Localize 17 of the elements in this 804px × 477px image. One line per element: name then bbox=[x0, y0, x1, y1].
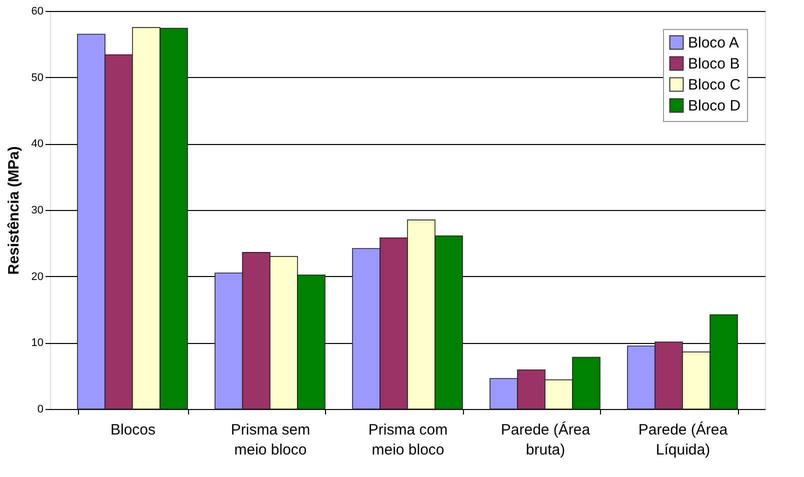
x-tick-label: Prisma sem meio bloco bbox=[230, 422, 310, 458]
x-tick-label: Parede (Área bruta) bbox=[500, 420, 591, 458]
y-tick-label: 0 bbox=[37, 404, 44, 416]
y-tick-label: 60 bbox=[31, 6, 44, 18]
x-tick-label: Blocos bbox=[110, 422, 156, 438]
y-tick-label: 40 bbox=[31, 138, 44, 150]
y-axis-title: Resistência (MPa) bbox=[5, 146, 22, 275]
x-tick-label: Prisma com meio bloco bbox=[368, 422, 448, 458]
legend-label: Bloco C bbox=[688, 76, 741, 94]
x-tick-label: Parede (Área Líquida) bbox=[638, 420, 728, 458]
y-tick-label: 30 bbox=[31, 204, 44, 216]
y-tick-label: 50 bbox=[31, 72, 44, 84]
legend-label: Bloco B bbox=[688, 56, 740, 72]
y-tick-label: 20 bbox=[31, 270, 44, 283]
legend-label: Bloco D bbox=[688, 98, 741, 114]
y-tick-label: 10 bbox=[31, 337, 44, 350]
legend-label: Bloco A bbox=[688, 34, 739, 52]
